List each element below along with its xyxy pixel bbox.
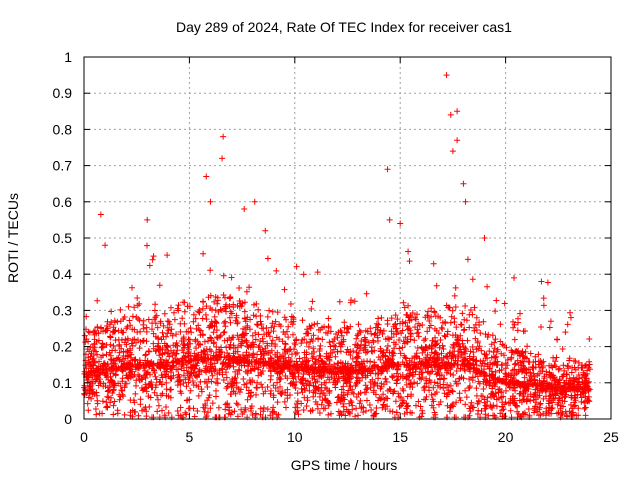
y-tick-label: 0.3	[53, 302, 73, 318]
y-tick-label: 0.7	[53, 158, 73, 174]
roti-peak-point	[262, 227, 269, 234]
x-tick-label: 0	[80, 429, 88, 445]
roti-peak-point	[384, 166, 391, 173]
roti-peak-point	[97, 211, 104, 218]
roti-peak-point	[203, 173, 210, 180]
y-axis-label: ROTI / TECUs	[5, 193, 21, 283]
roti-peak-point	[251, 198, 258, 205]
x-tick-label: 10	[287, 429, 303, 445]
axis-ticks: 0 5 10 15 20 25 0 0.1 0.2 0.3 0.4 0.5 0.6 0.7 0.8 0.9 1	[53, 49, 619, 445]
x-tick-label: 25	[603, 429, 619, 445]
roti-peak-point	[449, 148, 456, 155]
roti-peak-point	[102, 242, 109, 249]
roti-peak-point	[443, 72, 450, 79]
roti-peak-point	[460, 180, 467, 187]
y-tick-label: 0.2	[53, 339, 73, 355]
roti-peak-point	[447, 111, 454, 118]
roti-peak-point	[207, 198, 214, 205]
y-tick-label: 0.4	[53, 266, 73, 282]
roti-peak-point	[144, 216, 151, 223]
roti-peak-point	[481, 235, 488, 241]
y-tick-label: 0.8	[53, 121, 73, 137]
y-tick-label: 0.1	[53, 375, 73, 391]
y-tick-label: 0.5	[53, 230, 73, 246]
roti-peak-point	[567, 314, 574, 321]
roti-peak-point	[397, 220, 404, 227]
y-tick-label: 0.6	[53, 194, 73, 210]
data-points	[81, 72, 593, 421]
x-tick-label: 5	[186, 429, 194, 445]
y-tick-label: 1	[64, 49, 72, 65]
roti-peak-point	[454, 108, 461, 115]
roti-peak-point	[386, 216, 393, 223]
roti-point-cloud	[81, 242, 593, 421]
y-tick-label: 0	[64, 411, 72, 427]
x-axis-label: GPS time / hours	[291, 457, 398, 473]
roti-peak-point	[538, 278, 545, 285]
chart-title: Day 289 of 2024, Rate Of TEC Index for r…	[176, 19, 512, 35]
x-tick-label: 20	[498, 429, 514, 445]
roti-peak-point	[219, 155, 226, 162]
y-tick-label: 0.9	[53, 85, 73, 101]
roti-peak-point	[462, 198, 469, 205]
roti-peak-point	[241, 206, 248, 213]
x-tick-label: 15	[392, 429, 408, 445]
roti-peak-point	[454, 137, 461, 144]
roti-peak-point	[150, 253, 157, 260]
roti-peak-point	[220, 133, 227, 140]
roti-peak-point	[511, 274, 518, 281]
